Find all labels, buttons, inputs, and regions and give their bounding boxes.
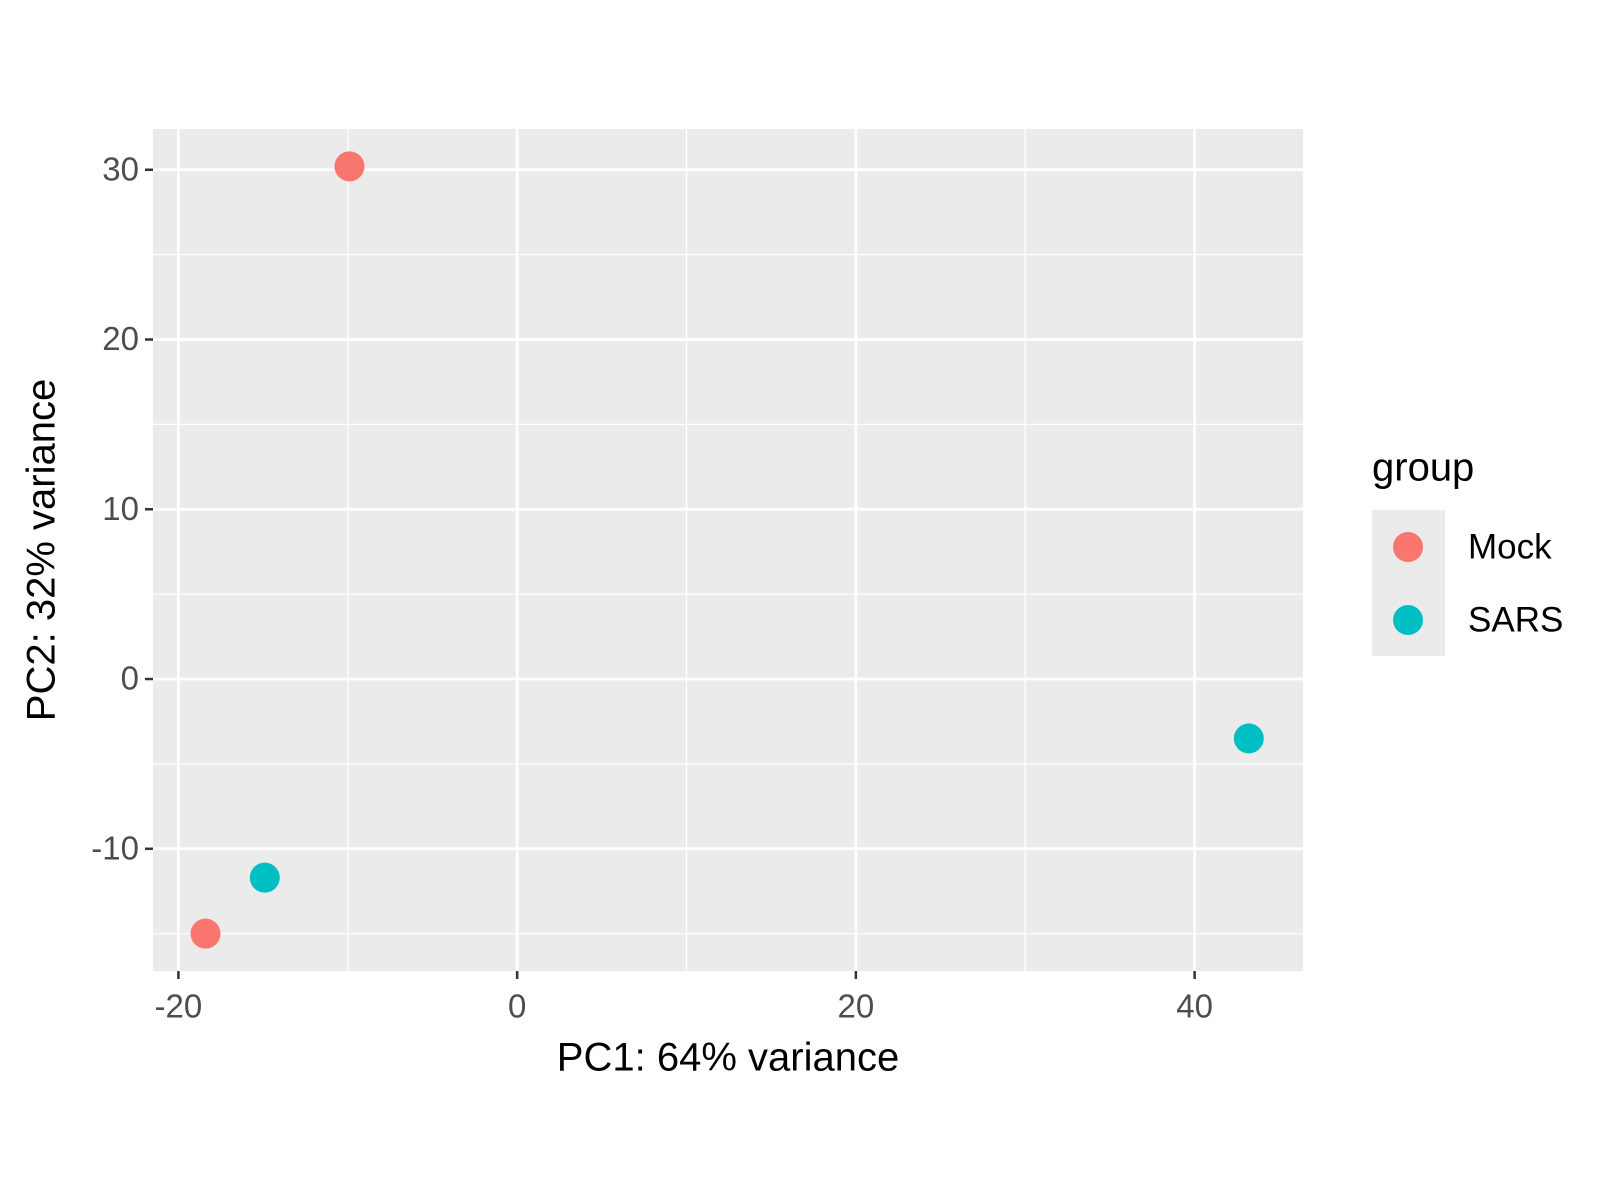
- data-point: [1233, 723, 1264, 754]
- x-tick-label: 0: [508, 988, 526, 1025]
- x-tick-label: 20: [838, 988, 875, 1025]
- y-tick-label: 10: [102, 490, 139, 527]
- x-axis-title: PC1: 64% variance: [557, 1036, 899, 1080]
- legend-label: Mock: [1468, 527, 1552, 566]
- y-tick-label: 20: [102, 320, 139, 357]
- x-tick-label: -20: [155, 988, 203, 1025]
- legend-title: group: [1372, 446, 1474, 490]
- legend-key: [1393, 605, 1423, 635]
- data-point: [334, 151, 365, 182]
- legend-key: [1393, 532, 1423, 562]
- legend-label: SARS: [1468, 600, 1563, 639]
- y-tick-label: 30: [102, 150, 139, 187]
- y-tick-label: 0: [121, 660, 139, 697]
- x-tick-label: 40: [1176, 988, 1213, 1025]
- y-axis-title: PC2: 32% variance: [20, 379, 64, 721]
- y-tick-label: -10: [91, 829, 139, 866]
- data-point: [249, 862, 280, 893]
- data-point: [190, 918, 221, 949]
- plot-panel: [153, 129, 1303, 971]
